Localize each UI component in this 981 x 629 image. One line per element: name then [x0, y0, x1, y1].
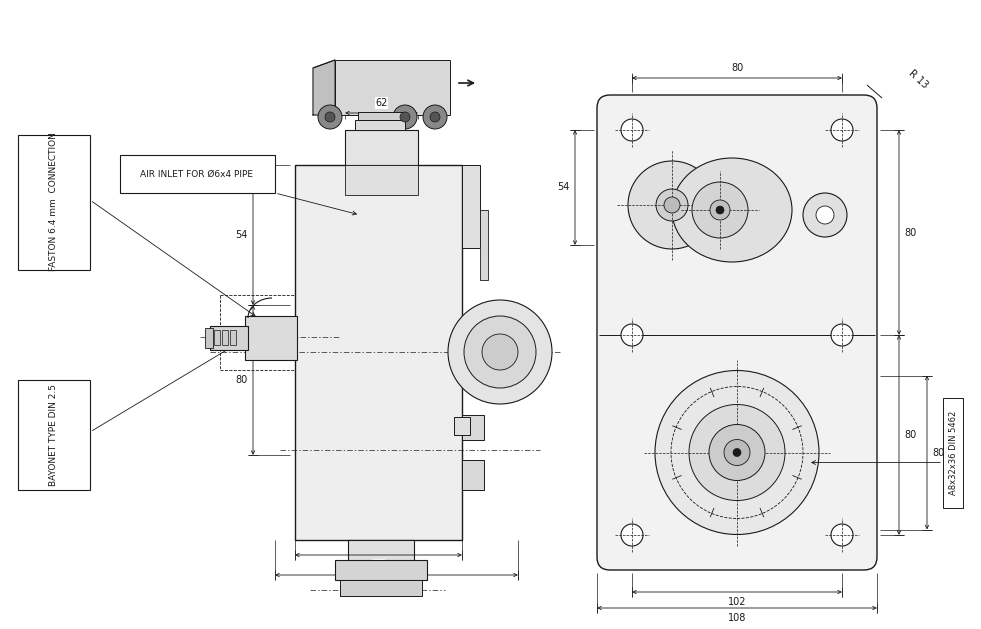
Circle shape [709, 425, 765, 481]
Circle shape [831, 119, 853, 141]
Text: R 13: R 13 [907, 68, 930, 90]
Text: FASTON 6.4 mm  CONNECTION: FASTON 6.4 mm CONNECTION [49, 133, 59, 272]
Circle shape [448, 300, 552, 404]
Text: 80: 80 [904, 228, 916, 238]
Text: 54: 54 [557, 182, 570, 192]
Circle shape [655, 370, 819, 535]
Circle shape [464, 316, 536, 388]
Circle shape [318, 105, 342, 129]
Circle shape [831, 524, 853, 546]
Text: AIR INLET FOR Ø6x4 PIPE: AIR INLET FOR Ø6x4 PIPE [140, 169, 253, 179]
Bar [345, 130, 418, 165]
Circle shape [656, 189, 688, 221]
FancyBboxPatch shape [120, 155, 275, 193]
Circle shape [400, 112, 410, 122]
Bar [462, 460, 484, 490]
Circle shape [692, 182, 748, 238]
Bar [245, 316, 297, 360]
Circle shape [803, 193, 847, 237]
Bar [462, 415, 484, 440]
Text: 62: 62 [376, 98, 387, 108]
Circle shape [716, 206, 724, 214]
Bar [210, 326, 248, 350]
Circle shape [393, 105, 417, 129]
Circle shape [724, 440, 750, 465]
Circle shape [689, 404, 785, 501]
Bar [214, 330, 220, 345]
Circle shape [621, 119, 643, 141]
Bar [335, 560, 427, 580]
Text: 80: 80 [932, 447, 945, 457]
Bar [355, 120, 405, 130]
Circle shape [733, 448, 741, 457]
Text: 108: 108 [728, 613, 747, 623]
Circle shape [628, 161, 716, 249]
Text: 80: 80 [731, 63, 744, 73]
Bar [454, 417, 470, 435]
Text: BAYONET TYPE DIN 2.5: BAYONET TYPE DIN 2.5 [49, 384, 59, 486]
Circle shape [423, 105, 447, 129]
Circle shape [621, 524, 643, 546]
Bar [345, 165, 418, 195]
Polygon shape [313, 60, 335, 115]
Circle shape [430, 112, 440, 122]
Bar [480, 210, 488, 280]
Text: 54: 54 [235, 230, 248, 240]
Text: 80: 80 [235, 375, 248, 385]
Text: A8x32x36 DIN 5462: A8x32x36 DIN 5462 [949, 410, 957, 494]
Bar [230, 330, 236, 345]
Bar [340, 580, 422, 596]
Bar [462, 165, 480, 248]
FancyBboxPatch shape [18, 380, 90, 490]
Bar [335, 60, 450, 115]
Bar [205, 328, 213, 348]
Bar [222, 330, 228, 345]
FancyBboxPatch shape [18, 135, 90, 270]
Bar [348, 540, 414, 580]
Text: 80: 80 [904, 430, 916, 440]
FancyBboxPatch shape [943, 398, 963, 508]
Text: 102: 102 [728, 597, 747, 607]
Circle shape [325, 112, 335, 122]
Ellipse shape [672, 158, 792, 262]
Circle shape [710, 200, 730, 220]
FancyBboxPatch shape [597, 95, 877, 570]
Circle shape [816, 206, 834, 224]
Text: 96: 96 [373, 560, 385, 570]
Circle shape [621, 324, 643, 346]
Circle shape [482, 334, 518, 370]
Circle shape [831, 324, 853, 346]
Bar [295, 165, 462, 540]
Bar [358, 112, 403, 120]
Text: 115: 115 [387, 580, 406, 590]
Circle shape [664, 197, 680, 213]
